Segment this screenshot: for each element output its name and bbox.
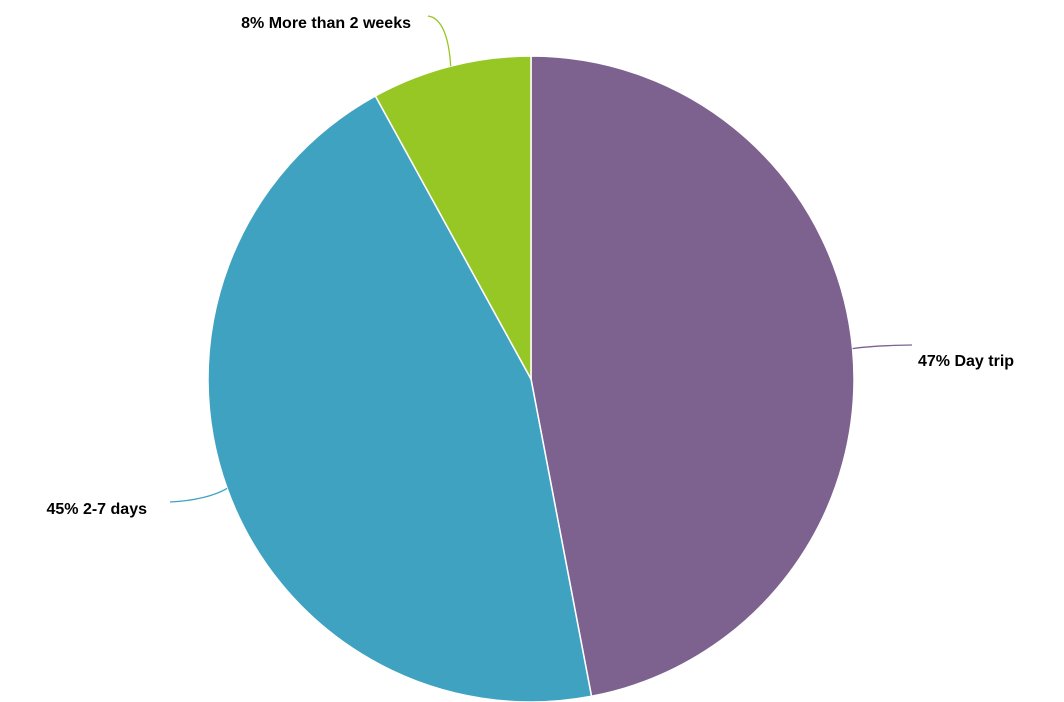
leader-line-more-than-2-weeks (427, 15, 452, 67)
slice-label-day-trip: 47% Day trip (918, 353, 1014, 370)
slice-labels: 47% Day trip 45% 2-7 days 8% More than 2 w… (46, 15, 1014, 518)
slice-label-2-7-days: 45% 2-7 days (46, 501, 147, 518)
slice-label-more-than-2-weeks: 8% More than 2 weeks (241, 15, 411, 32)
leader-line-day-trip (852, 344, 913, 350)
pie-slices (207, 55, 855, 702)
leader-lines (169, 15, 913, 503)
pie-slice-day-trip (530, 55, 855, 698)
leader-line-2-7-days (169, 487, 228, 503)
pie-slice-more-than-2-weeks (374, 55, 532, 380)
pie-slice-2-7-days (207, 94, 593, 702)
